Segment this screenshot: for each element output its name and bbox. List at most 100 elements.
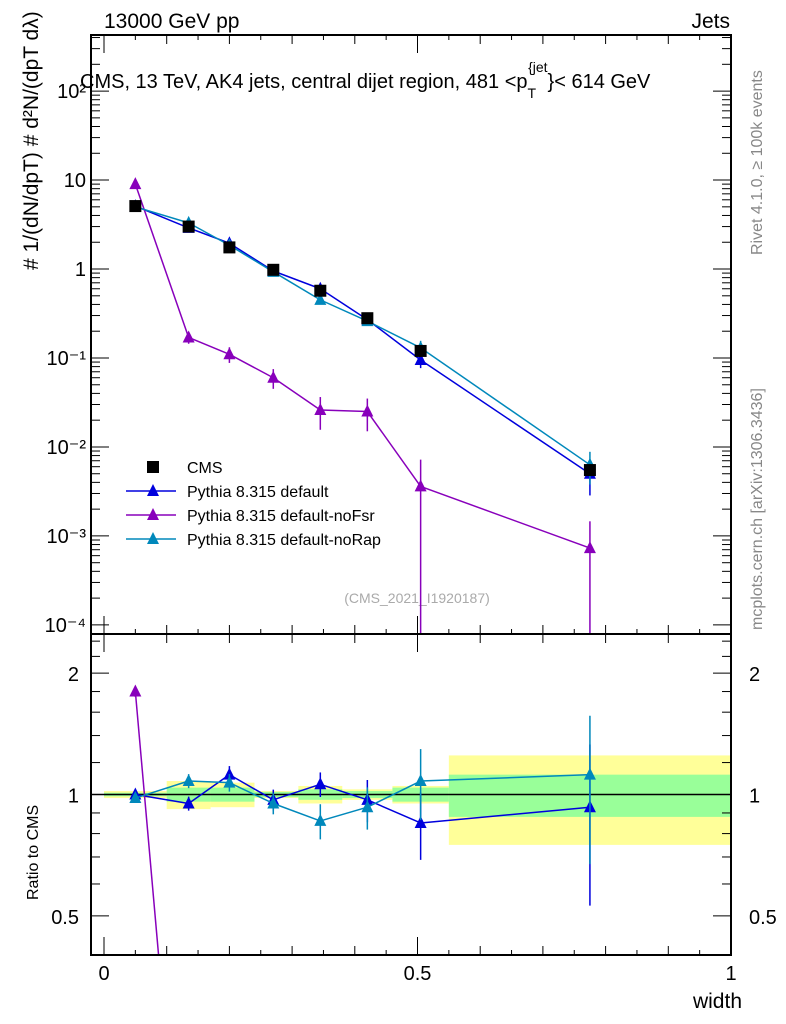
series-line-pythia-8-315-default [420,359,591,475]
y-tick-label: 10⁻³ [47,526,87,548]
main-panel-marks [129,177,596,634]
x-tick-label: 0 [98,963,109,985]
data-point-pythia-8-315-default-nofsr [414,479,427,492]
data-point-cms [314,284,327,297]
x-tick-label: 1 [725,963,736,985]
ratio-tick-label: 0.5 [51,907,79,929]
chart-title: CMS, 13 TeV, AK4 jets, central dijet reg… [80,59,651,101]
ratio-point-pythia-8-315-default-norap [182,774,195,787]
ratio-tick-label: 2 [68,664,79,686]
series-line-pythia-8-315-default-nofsr [272,377,321,411]
data-point-pythia-8-315-default-nofsr [583,541,596,554]
ratio-line-pythia-8-315-default-norap [188,780,230,784]
watermark: (CMS_2021_I1920187) [344,590,490,606]
ratio-point-pythia-8-315-default [414,815,427,828]
ratio-point-pythia-8-315-default-norap [361,800,374,813]
data-point-pythia-8-315-default-nofsr [314,403,327,416]
legend-label: Pythia 8.315 default [187,484,329,501]
ratio-line-pythia-8-315-default [229,773,274,801]
series-line-pythia-8-315-default [273,270,321,290]
data-point-cms [267,263,280,276]
series-line-pythia-8-315-default-norap [272,271,321,301]
series-line-pythia-8-315-default-nofsr [320,409,368,413]
x-tick-label: 0.5 [404,963,432,985]
ratio-point-pythia-8-315-default-norap [314,813,327,826]
ratio-panel-marks [91,684,731,956]
y-tick-label: 10⁻¹ [47,348,87,370]
ratio-line-pythia-8-315-default-norap [229,781,274,805]
ratio-tick-label-right: 1 [749,786,760,808]
series-line-pythia-8-315-default-norap [420,347,591,466]
ratio-point-pythia-8-315-default [314,777,327,790]
ratio-tick-label: 1 [68,786,79,808]
ratio-line-pythia-8-315-default [188,774,230,805]
ratio-point-pythia-8-315-default [182,796,195,809]
y-tick-label: 10² [57,81,86,103]
side-rivet: Rivet 4.1.0, ≥ 100k events [749,70,766,255]
series-line-pythia-8-315-default-norap [135,206,189,224]
data-point-cms [182,220,195,233]
ratio-line-pythia-8-315-default [273,783,321,801]
ratio-line-pythia-8-315-default [320,783,368,801]
y-tick-label: 10⁻⁴ [45,615,86,637]
legend-marker-triangle [147,484,159,496]
ratio-line-pythia-8-315-default [367,799,421,824]
x-axis-label: width [692,990,742,1013]
ratio-point-pythia-8-315-default-norap [414,774,427,787]
data-point-pythia-8-315-default-nofsr [361,404,374,417]
series-line-pythia-8-315-default [319,288,368,321]
y-tick-label: 10⁻² [47,437,87,459]
data-point-pythia-8-315-default [414,352,427,365]
ratio-y-label: Ratio to CMS [25,805,42,900]
y-tick-label: 1 [75,259,86,281]
data-point-cms [583,464,596,477]
legend-label: CMS [187,460,223,477]
series-line-pythia-8-315-default-nofsr [420,485,591,549]
series-line-pythia-8-315-default-norap [188,222,230,246]
data-point-cms [129,200,142,213]
data-point-pythia-8-315-default-nofsr [267,370,280,383]
data-point-cms [223,241,236,254]
data-point-cms [361,312,374,325]
series-line-pythia-8-315-default-nofsr [188,336,230,356]
ratio-tick-label-right: 0.5 [749,907,777,929]
header-right: Jets [691,10,730,33]
series-line-pythia-8-315-default [188,227,230,244]
y-tick-label: 10 [64,170,86,192]
series-line-pythia-8-315-default-norap [229,244,274,273]
ratio-point-pythia-8-315-default-norap [267,796,280,809]
ratio-line-pythia-8-315-default-norap [320,806,368,822]
series-line-pythia-8-315-default-nofsr [134,183,190,338]
series-line-pythia-8-315-default-norap [320,299,368,322]
legend-label: Pythia 8.315 default-noRap [187,532,381,549]
ratio-line-pythia-8-315-default-norap [420,773,590,782]
ratio-line-pythia-8-315-default-norap [135,780,189,799]
data-point-pythia-8-315-default-nofsr [223,347,236,360]
ratio-line-pythia-8-315-default-norap [273,802,321,822]
ratio-point-pythia-8-315-default-norap [129,791,142,804]
ratio-tick-label-right: 2 [749,664,760,686]
ratio-point-pythia-8-315-default-norap [583,767,596,780]
header-left: 13000 GeV pp [104,10,239,33]
series-line-pythia-8-315-default-nofsr [366,411,422,487]
series-line-pythia-8-315-default-nofsr [229,353,274,379]
ratio-point-pythia-8-315-default-nofsr [129,684,142,697]
y-axis-label: # 1/(dN/dpT) # d²N/(dpT dλ) [20,11,43,270]
ratio-line-pythia-8-315-default [420,806,590,824]
data-point-pythia-8-315-default-nofsr [182,330,195,343]
legend-label: Pythia 8.315 default-noFsr [187,508,375,525]
data-point-cms [414,344,427,357]
ratio-point-pythia-8-315-default-norap [223,775,236,788]
legend-marker-triangle [147,508,159,520]
legend-marker-triangle [147,532,159,544]
side-mcplots: mcplots.cern.ch [arXiv:1306.3436] [749,388,766,630]
series-line-pythia-8-315-default [228,242,274,272]
ratio-line-pythia-8-315-default-norap [367,780,421,808]
ratio-line-pythia-8-315-default-nofsr [134,691,160,956]
data-point-pythia-8-315-default-nofsr [129,177,142,190]
series-line-pythia-8-315-default-norap [367,320,421,349]
legend-marker-square [147,461,159,473]
data-point-pythia-8-315-default-norap [314,292,327,305]
ratio-point-pythia-8-315-default [223,767,236,780]
